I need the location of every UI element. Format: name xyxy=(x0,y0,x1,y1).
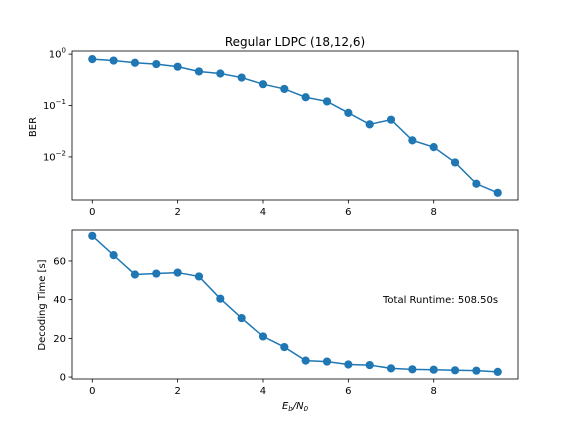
ber-x-tick-label: 6 xyxy=(345,207,351,218)
ber-data-point xyxy=(258,80,268,89)
time-y-tick-label: 60 xyxy=(53,256,66,267)
time-data-point xyxy=(450,366,460,375)
time-x-tick-label: 4 xyxy=(260,386,266,397)
ber-x-tick-label: 8 xyxy=(431,207,437,218)
time-data-point xyxy=(173,268,182,277)
time-axes-frame xyxy=(71,229,519,380)
ber-x-tick-label: 4 xyxy=(260,207,266,218)
ber-y-tick-label: 100 xyxy=(49,47,66,61)
time-data-point xyxy=(472,366,481,375)
ber-data-point xyxy=(152,59,161,69)
ber-data-point xyxy=(216,69,225,78)
time-x-tick-label: 6 xyxy=(345,386,351,397)
ber-y-axis-label: BER xyxy=(28,117,39,137)
time-ticks: 0 2 4 6 8 0 20 40 60 xyxy=(53,256,437,397)
ber-data-point xyxy=(322,97,332,106)
chart-title: Regular LDPC (18,12,6) xyxy=(225,35,365,49)
time-data-point xyxy=(386,364,396,373)
ber-data-point xyxy=(301,93,310,102)
time-data-point xyxy=(216,294,225,303)
ber-data-point xyxy=(408,136,417,145)
ber-data-point xyxy=(109,56,118,65)
time-data-point xyxy=(493,367,502,376)
ber-data-point xyxy=(386,115,396,124)
time-data-point xyxy=(194,272,204,281)
time-data-point xyxy=(365,360,374,370)
ber-x-tick-label: 0 xyxy=(89,207,95,218)
ber-x-tick-label: 2 xyxy=(174,207,180,218)
ber-data-point xyxy=(472,179,481,188)
time-data-point xyxy=(258,332,268,341)
ber-data-point xyxy=(365,120,374,129)
ber-data-point xyxy=(493,188,502,197)
ber-axes-frame xyxy=(71,50,519,201)
time-y-tick-label: 0 xyxy=(60,373,66,384)
ber-data-point xyxy=(280,84,289,94)
time-data-point xyxy=(109,251,118,260)
time-data-point xyxy=(408,365,417,374)
ber-ticks: 0 2 4 6 8 100 10−1 10−2 xyxy=(43,47,437,218)
time-data-point xyxy=(280,342,289,352)
ber-y-tick-label: 10−2 xyxy=(43,149,66,163)
ber-data-point xyxy=(450,158,460,167)
time-x-tick-label: 8 xyxy=(431,386,437,397)
ber-data-point xyxy=(88,55,97,64)
x-label-e: E xyxy=(282,401,289,412)
time-data-point xyxy=(130,270,140,279)
time-data-point xyxy=(301,356,310,365)
time-series xyxy=(88,231,502,376)
time-y-tick-label: 40 xyxy=(53,295,66,306)
total-runtime-annotation: Total Runtime: 508.50s xyxy=(382,295,498,306)
x-label-n: /N xyxy=(292,401,304,412)
ber-series xyxy=(88,55,502,197)
ber-data-point xyxy=(237,73,246,82)
time-data-point xyxy=(322,357,332,366)
time-y-axis-label: Decoding Time [s] xyxy=(37,259,48,350)
time-data-point xyxy=(237,313,246,323)
ber-y-tick-label: 10−1 xyxy=(43,98,66,112)
ber-data-point xyxy=(130,58,140,67)
time-data-point xyxy=(152,269,161,278)
time-y-tick-label: 20 xyxy=(53,334,66,345)
ber-data-point xyxy=(194,67,204,76)
time-data-point xyxy=(429,365,438,374)
x-label-sub-b: b xyxy=(288,405,293,413)
time-data-point xyxy=(88,231,97,240)
x-label-sub-0: 0 xyxy=(304,405,309,413)
ber-data-point xyxy=(429,143,438,152)
time-x-tick-label: 2 xyxy=(174,386,180,397)
x-axis-label: Eb/N0 xyxy=(282,401,309,413)
ber-data-point xyxy=(173,62,182,71)
ber-data-point xyxy=(344,108,353,117)
ber-chart: Regular LDPC (18,12,6) BER 0 2 4 6 8 100 10−1 1… xyxy=(28,35,519,218)
decoding-time-chart: Decoding Time [s] Total Runtime: 508.50s… xyxy=(37,229,519,413)
time-x-tick-label: 0 xyxy=(89,386,95,397)
time-data-point xyxy=(344,360,353,369)
